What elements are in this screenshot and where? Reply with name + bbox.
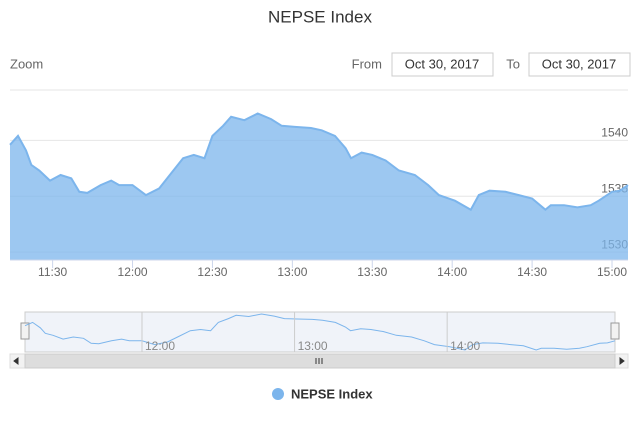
from-label: From: [352, 56, 382, 71]
navigator-series: [24, 313, 616, 351]
x-tick-label: 15:00: [597, 265, 627, 279]
x-tick-label: 11:30: [38, 265, 67, 279]
navigator[interactable]: 12:00 13:00 14:00: [9, 311, 629, 369]
area: [10, 113, 628, 260]
navigator-handle[interactable]: [610, 322, 620, 340]
to-label: To: [506, 56, 520, 71]
chart-title: NEPSE Index: [268, 7, 372, 26]
legend-symbol[interactable]: [272, 388, 284, 400]
x-tick-label: 12:30: [197, 265, 227, 279]
x-tick-label: 13:00: [277, 265, 307, 279]
x-tick-label: 14:00: [437, 265, 467, 279]
scrollbar-thumb[interactable]: [24, 353, 616, 369]
from-date[interactable]: Oct 30, 2017: [405, 56, 479, 71]
navigator-tick-label: 14:00: [450, 339, 480, 353]
navigator-tick-label: 13:00: [298, 339, 328, 353]
to-date[interactable]: Oct 30, 2017: [542, 56, 616, 71]
to-input[interactable]: [528, 52, 631, 77]
zoom-label: Zoom: [10, 56, 43, 71]
navigator-tick-label: 12:00: [145, 339, 175, 353]
legend-label[interactable]: NEPSE Index: [291, 386, 373, 401]
from-input[interactable]: [391, 52, 494, 77]
x-tick-label: 14:30: [517, 265, 547, 279]
navigator-handle[interactable]: [20, 322, 30, 340]
scrollbar-grip: [13, 357, 625, 365]
x-tick-label: 12:00: [118, 265, 148, 279]
line: [9, 112, 629, 212]
x-tick-label: 13:30: [357, 265, 387, 279]
y-tick-label: 1540: [601, 126, 628, 140]
